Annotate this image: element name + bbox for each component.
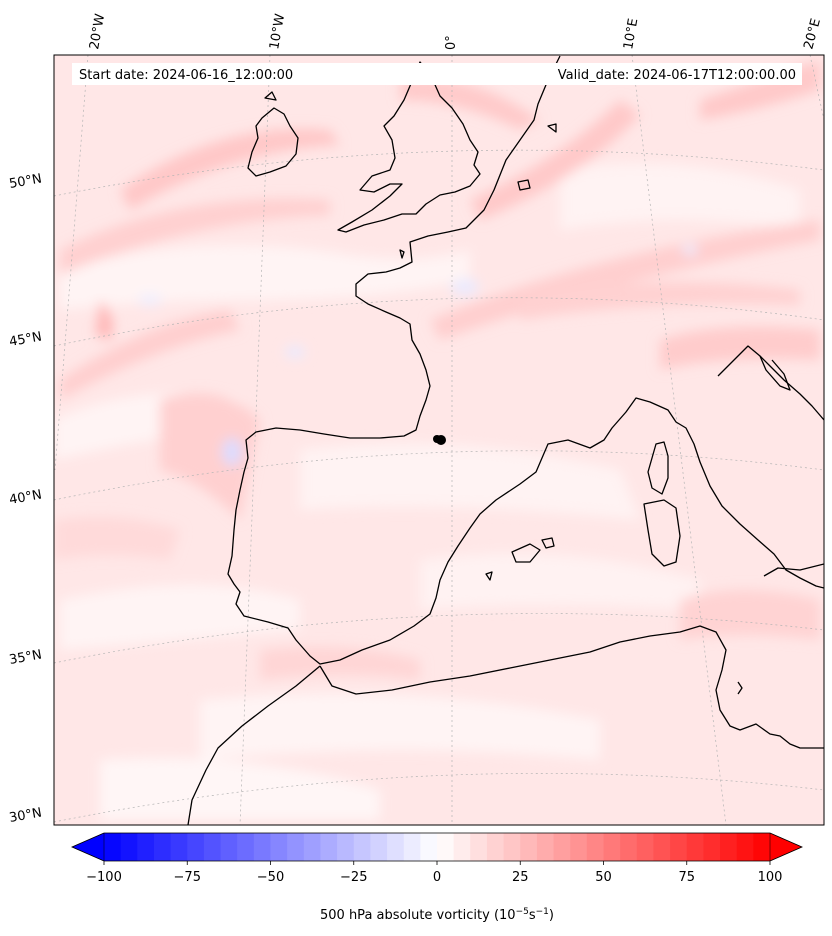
colorbar-segment bbox=[370, 833, 388, 861]
lon-label-0: 0° bbox=[444, 35, 459, 50]
coastline-north-africa bbox=[319, 625, 824, 749]
colorbar-segment bbox=[470, 833, 488, 861]
lat-label-30n: 30°N bbox=[8, 805, 43, 825]
lon-label-10w: 10°W bbox=[267, 13, 288, 51]
colorbar-tick-label: 25 bbox=[512, 870, 529, 885]
colorbar-segment bbox=[503, 833, 521, 861]
lon-label-20w: 20°W bbox=[87, 13, 108, 51]
colorbar-segment bbox=[137, 833, 155, 861]
colorbar-segment bbox=[636, 833, 655, 861]
coastline-sicily bbox=[763, 563, 824, 577]
colorbar-tick-label: −100 bbox=[86, 870, 122, 885]
colorbar-segments bbox=[104, 833, 771, 861]
colorbar-tick-label: 75 bbox=[678, 870, 695, 885]
coastline-sardinia bbox=[643, 499, 681, 567]
colorbar-segment bbox=[753, 833, 771, 861]
colorbar-segment bbox=[570, 833, 588, 861]
colorbar-segment bbox=[486, 833, 505, 861]
colorbar-segment bbox=[403, 833, 421, 861]
colorbar-tick-label: −50 bbox=[257, 870, 284, 885]
colorbar-segment bbox=[720, 833, 738, 861]
lat-label-45n: 45°N bbox=[8, 329, 43, 349]
lat-label-40n: 40°N bbox=[8, 487, 43, 507]
colorbar-segment bbox=[337, 833, 355, 861]
colorbar-segment bbox=[703, 833, 721, 861]
colorbar-segment bbox=[670, 833, 688, 861]
colorbar-segment bbox=[320, 833, 338, 861]
lat-label-50n: 50°N bbox=[8, 171, 43, 191]
valid-date-label: Valid_date: 2024-06-17T12:00:00.00 bbox=[558, 68, 796, 83]
colorbar-segment bbox=[736, 833, 754, 861]
colorbar-extend-min bbox=[71, 832, 105, 862]
coastline-great-britain bbox=[337, 61, 481, 233]
colorbar-segment bbox=[553, 833, 571, 861]
start-date-label: Start date: 2024-06-16_12:00:00 bbox=[79, 68, 293, 83]
colorbar-segment bbox=[104, 833, 122, 861]
colorbar-tick-label: 0 bbox=[433, 870, 441, 885]
colorbar: −100 −75 −50 −25 0 25 50 75 100 500 hPa absolute… bbox=[71, 832, 803, 923]
graticule bbox=[54, 55, 824, 825]
colorbar-label: 500 hPa absolute vorticity (10−5s−1) bbox=[320, 907, 554, 923]
colorbar-segment bbox=[586, 833, 605, 861]
colorbar-segment bbox=[270, 833, 288, 861]
lon-label-10e: 10°E bbox=[621, 17, 641, 50]
colorbar-segment bbox=[536, 833, 555, 861]
colorbar-tick-label: −25 bbox=[340, 870, 367, 885]
colorbar-extend-max bbox=[769, 832, 803, 862]
lon-label-20e: 20°E bbox=[801, 17, 824, 51]
colorbar-segment bbox=[686, 833, 704, 861]
coastline-italy bbox=[717, 345, 824, 421]
lat-label-35n: 35°N bbox=[8, 647, 43, 667]
longitude-labels: 20°W 10°W 0° 10°E 20°E bbox=[87, 13, 824, 51]
colorbar-segment bbox=[203, 833, 222, 861]
latitude-labels: 50°N 45°N 40°N 35°N 30°N bbox=[8, 171, 43, 825]
coastline-continent-north bbox=[227, 55, 824, 665]
colorbar-segment bbox=[387, 833, 405, 861]
colorbar-segment bbox=[603, 833, 621, 861]
colorbar-segment bbox=[253, 833, 272, 861]
colorbar-tick-label: 100 bbox=[758, 870, 783, 885]
coastline-ireland bbox=[247, 107, 299, 177]
colorbar-tick-label: 50 bbox=[595, 870, 612, 885]
colorbar-segment bbox=[237, 833, 255, 861]
colorbar-segment bbox=[520, 833, 538, 861]
coastline-corsica bbox=[647, 441, 669, 495]
colorbar-segment bbox=[420, 833, 438, 861]
vorticity-field bbox=[54, 60, 820, 820]
colorbar-segment bbox=[220, 833, 238, 861]
colorbar-segment bbox=[437, 833, 455, 861]
colorbar-segment bbox=[153, 833, 172, 861]
map-frame bbox=[53, 54, 825, 826]
map-panel: Start date: 2024-06-16_12:00:00 Valid_da… bbox=[53, 54, 825, 826]
colorbar-tick-label: −75 bbox=[174, 870, 201, 885]
date-info-box bbox=[72, 63, 802, 85]
colorbar-segment bbox=[453, 833, 471, 861]
colorbar-segment bbox=[120, 833, 138, 861]
colorbar-segment bbox=[187, 833, 205, 861]
coastline-mallorca bbox=[511, 543, 541, 563]
colorbar-segment bbox=[620, 833, 638, 861]
colorbar-segment bbox=[287, 833, 305, 861]
coastlines bbox=[187, 55, 824, 825]
colorbar-segment bbox=[170, 833, 188, 861]
colorbar-segment bbox=[653, 833, 671, 861]
colorbar-segment bbox=[353, 833, 371, 861]
colorbar-segment bbox=[303, 833, 322, 861]
colorbar-ticks: −100 −75 −50 −25 0 25 50 75 100 bbox=[86, 861, 782, 885]
